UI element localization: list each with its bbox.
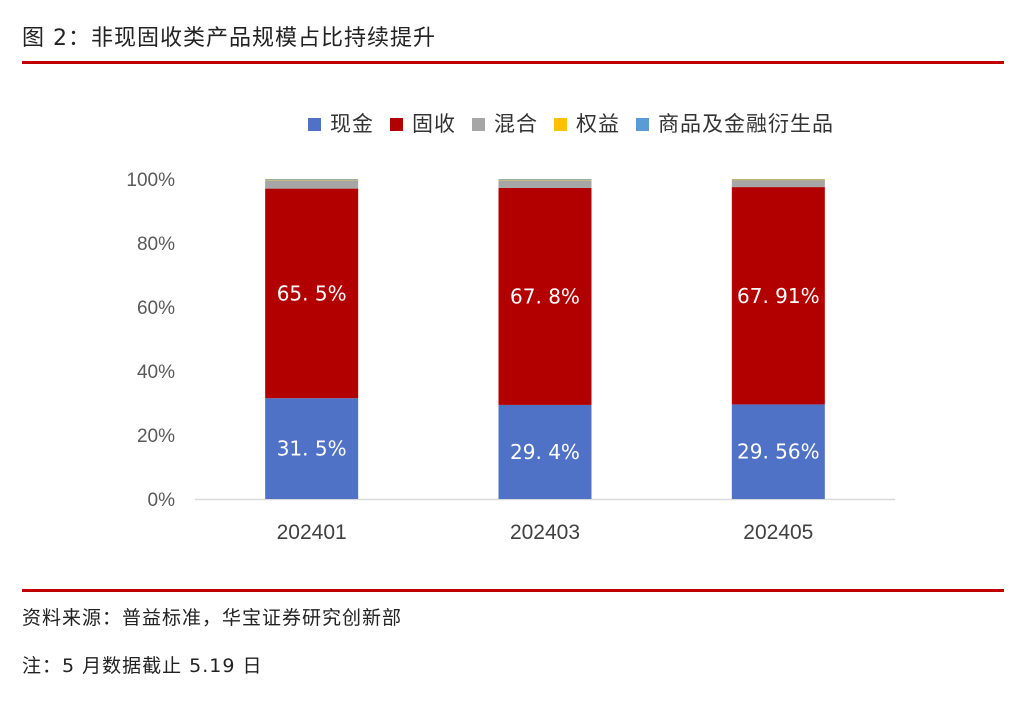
stacked-bar-chart: 现金 固收 混合 权益 商品及金融衍生品 0% 20% 40% 60% 80% 100% 31. 5%…: [126, 112, 895, 544]
bar-segment: [498, 179, 592, 181]
y-tick-label: 60%: [137, 298, 175, 319]
data-label: 67. 8%: [510, 284, 580, 308]
data-label: 29. 56%: [737, 440, 820, 464]
bar-segment: [265, 398, 359, 499]
bar-segment: [731, 180, 825, 188]
figure-title: 图 2：非现固收类产品规模占比持续提升: [22, 26, 436, 51]
legend-label: 固收: [412, 112, 456, 136]
y-tick-label: 100%: [126, 170, 175, 191]
x-tick-label: 202401: [277, 521, 347, 544]
footnote: 注：5 月数据截止 5.19 日: [22, 655, 263, 677]
bar-segment: [731, 404, 825, 499]
bar-segment: [265, 179, 359, 180]
bar-segment: [731, 179, 825, 181]
bar-segment: [265, 180, 359, 189]
bar-segment: [498, 187, 592, 405]
legend-swatch: [636, 118, 649, 131]
y-tick-label: 20%: [137, 426, 175, 447]
legend-swatch: [308, 118, 321, 131]
legend-swatch: [390, 118, 403, 131]
bar-segment: [498, 404, 592, 499]
legend-label: 现金: [330, 112, 374, 136]
source-note: 资料来源：普益标准，华宝证券研究创新部: [22, 607, 403, 629]
bottom-rule: [22, 589, 1004, 592]
legend-label: 商品及金融衍生品: [658, 112, 834, 136]
data-label: 29. 4%: [510, 440, 580, 464]
legend-label: 权益: [576, 112, 620, 136]
legend-label: 混合: [494, 112, 538, 136]
bar-segment: [498, 179, 592, 180]
y-tick-label: 40%: [137, 362, 175, 383]
x-tick-label: 202403: [510, 521, 580, 544]
data-label: 67. 91%: [737, 284, 820, 308]
bar-segment: [498, 180, 592, 188]
bar-segment: [731, 187, 825, 405]
x-tick-label: 202405: [743, 521, 813, 544]
y-tick-label: 80%: [137, 234, 175, 255]
top-rule: [22, 61, 1004, 64]
legend-swatch: [472, 118, 485, 131]
legend-swatch: [554, 118, 567, 131]
bar-segment: [265, 188, 359, 399]
data-label: 65. 5%: [277, 281, 347, 305]
y-tick-label: 0%: [148, 490, 176, 511]
data-label: 31. 5%: [277, 437, 347, 461]
bar-segment: [265, 179, 359, 181]
